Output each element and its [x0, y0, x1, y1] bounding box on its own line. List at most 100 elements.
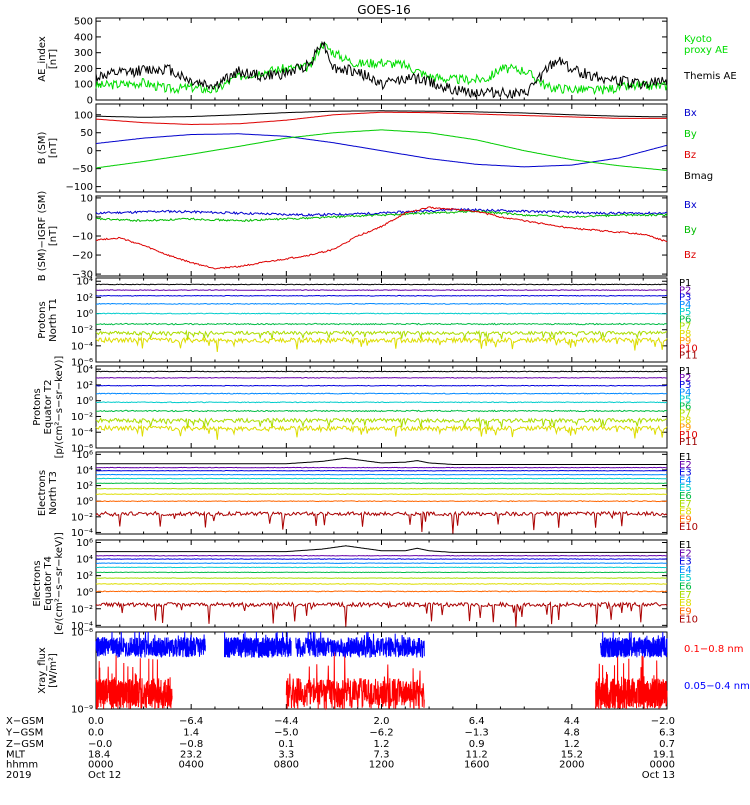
y-tick-label: 0 — [87, 146, 93, 157]
series-line-0.1−0.8 nm-seg1 — [286, 652, 424, 709]
legend-entry-Bx: Bx — [684, 108, 697, 119]
legend-entry-E10: E10 — [679, 615, 698, 626]
ephemeris-row-label: hhmm — [6, 760, 38, 771]
y-axis-title: [e/(cm²−s−sr−keV)] — [54, 532, 65, 635]
series-line-E6 — [96, 572, 667, 573]
y-tick-label: 10⁶ — [76, 450, 93, 461]
y-tick-label: 200 — [74, 64, 93, 75]
y-axis-title: Equator T4 — [43, 556, 54, 611]
series-line-P4 — [96, 303, 667, 304]
series-line-E3 — [96, 471, 667, 472]
ephemeris-value: −4.4 — [274, 716, 298, 727]
y-tick-label: 10⁴ — [76, 277, 93, 288]
series-line-E1 — [96, 546, 667, 553]
y-tick-label: 300 — [74, 48, 93, 59]
ephemeris-value: 0.0 — [88, 716, 104, 727]
series-line-Bz — [96, 112, 667, 124]
y-axis-title: [nT] — [48, 226, 59, 246]
legend-entry-Themis AE: Themis AE — [683, 71, 737, 82]
y-tick-label: 10⁶ — [76, 538, 93, 549]
ephemeris-value: 0.9 — [469, 739, 485, 750]
series-line-P2 — [96, 378, 667, 379]
series-line-P8 — [96, 338, 667, 352]
ephemeris-value: 0.7 — [659, 739, 675, 750]
series-line-E4 — [96, 474, 667, 475]
legend-entry-E10: E10 — [679, 522, 698, 533]
series-line-E5 — [96, 567, 667, 568]
ephemeris-value: Oct 12 — [88, 770, 121, 781]
y-axis-title: Electrons — [37, 470, 48, 516]
series-line-E2 — [96, 467, 667, 468]
y-tick-label: 10⁰ — [76, 588, 93, 599]
y-tick-label: 10⁴ — [76, 365, 93, 376]
legend-entry-0.1−0.8 nm: 0.1−0.8 nm — [684, 644, 743, 655]
y-tick-label: 10⁻⁶ — [71, 628, 93, 639]
y-axis-title: [W/m²] — [48, 653, 59, 688]
y-tick-label: 0 — [87, 212, 93, 223]
ephemeris-value: 1600 — [464, 760, 489, 771]
panel-xray: 10⁻⁶ 10⁻⁹ Xray_flux[W/m²] 0.1−0.8 nm 0.05−0.… — [37, 628, 750, 716]
series-line-P3 — [96, 385, 667, 386]
ephemeris-value: 3.3 — [278, 749, 294, 760]
series-line-E9 — [96, 591, 667, 592]
ephemeris-value: 0400 — [178, 760, 203, 771]
series-line-0.05−0.4 nm-seg3 — [600, 632, 667, 658]
series-line-E3 — [96, 559, 667, 560]
legend-entry-0.05−0.4 nm: 0.05−0.4 nm — [684, 681, 750, 692]
y-tick-label: 10⁰ — [76, 396, 93, 407]
ephemeris-value: 2.0 — [374, 716, 390, 727]
y-tick-label: 10⁻² — [71, 604, 93, 615]
series-line-0.1−0.8 nm-seg0 — [96, 655, 172, 709]
series-line-E1 — [96, 458, 667, 464]
ephemeris-value: 6.4 — [469, 716, 485, 727]
series-line-E2 — [96, 556, 667, 557]
ephemeris-value: −6.4 — [179, 716, 203, 727]
series-line-By — [96, 130, 667, 171]
y-tick-label: 10² — [76, 481, 93, 492]
ephemeris-value: 1.2 — [374, 739, 390, 750]
y-tick-label: 100 — [74, 80, 93, 91]
series-line-E6 — [96, 483, 667, 484]
ephemeris-value: 19.1 — [653, 749, 675, 760]
y-tick-label: 500 — [74, 17, 93, 28]
series-line-P4 — [96, 393, 667, 394]
series-line-P8 — [96, 426, 667, 440]
series-line-P3 — [96, 295, 667, 296]
y-axis-title: [nT] — [48, 138, 59, 158]
y-tick-label: 10² — [76, 293, 93, 304]
ephemeris-value: 23.2 — [180, 749, 202, 760]
series-line-P5 — [96, 313, 667, 314]
ephemeris-value: 15.2 — [561, 749, 583, 760]
y-tick-label: 10² — [76, 571, 93, 582]
ephemeris-value: 0800 — [274, 760, 299, 771]
series-line-0.1−0.8 nm-seg2 — [596, 649, 667, 709]
series-line-P2 — [96, 290, 667, 291]
series-line-Bx — [96, 134, 667, 167]
y-axis-title: B (SM) — [37, 131, 48, 164]
y-axis-title: Xray_flux — [37, 647, 48, 694]
legend-entry-By: By — [684, 225, 697, 236]
y-axis-title: [p/(cm²−s−sr−keV)] — [54, 356, 65, 459]
series-line-P5 — [96, 402, 667, 403]
y-tick-label: 10 — [80, 193, 93, 204]
ephemeris-value: 11.2 — [466, 749, 488, 760]
y-tick-label: 10² — [76, 380, 93, 391]
ephemeris-value: −0.8 — [179, 739, 203, 750]
ephemeris-value: −0.0 — [88, 739, 112, 750]
legend-entry-Bmag: Bmag — [684, 171, 713, 182]
series-line-E5 — [96, 478, 667, 479]
y-tick-label: 10⁻⁹ — [71, 705, 93, 716]
series-line-0.05−0.4 nm-seg2 — [296, 632, 424, 658]
legend-entry-Bz: Bz — [684, 250, 696, 261]
ephemeris-value: −2.0 — [651, 716, 675, 727]
ephemeris-value: 7.3 — [374, 749, 390, 760]
y-tick-label: −100 — [66, 182, 93, 193]
